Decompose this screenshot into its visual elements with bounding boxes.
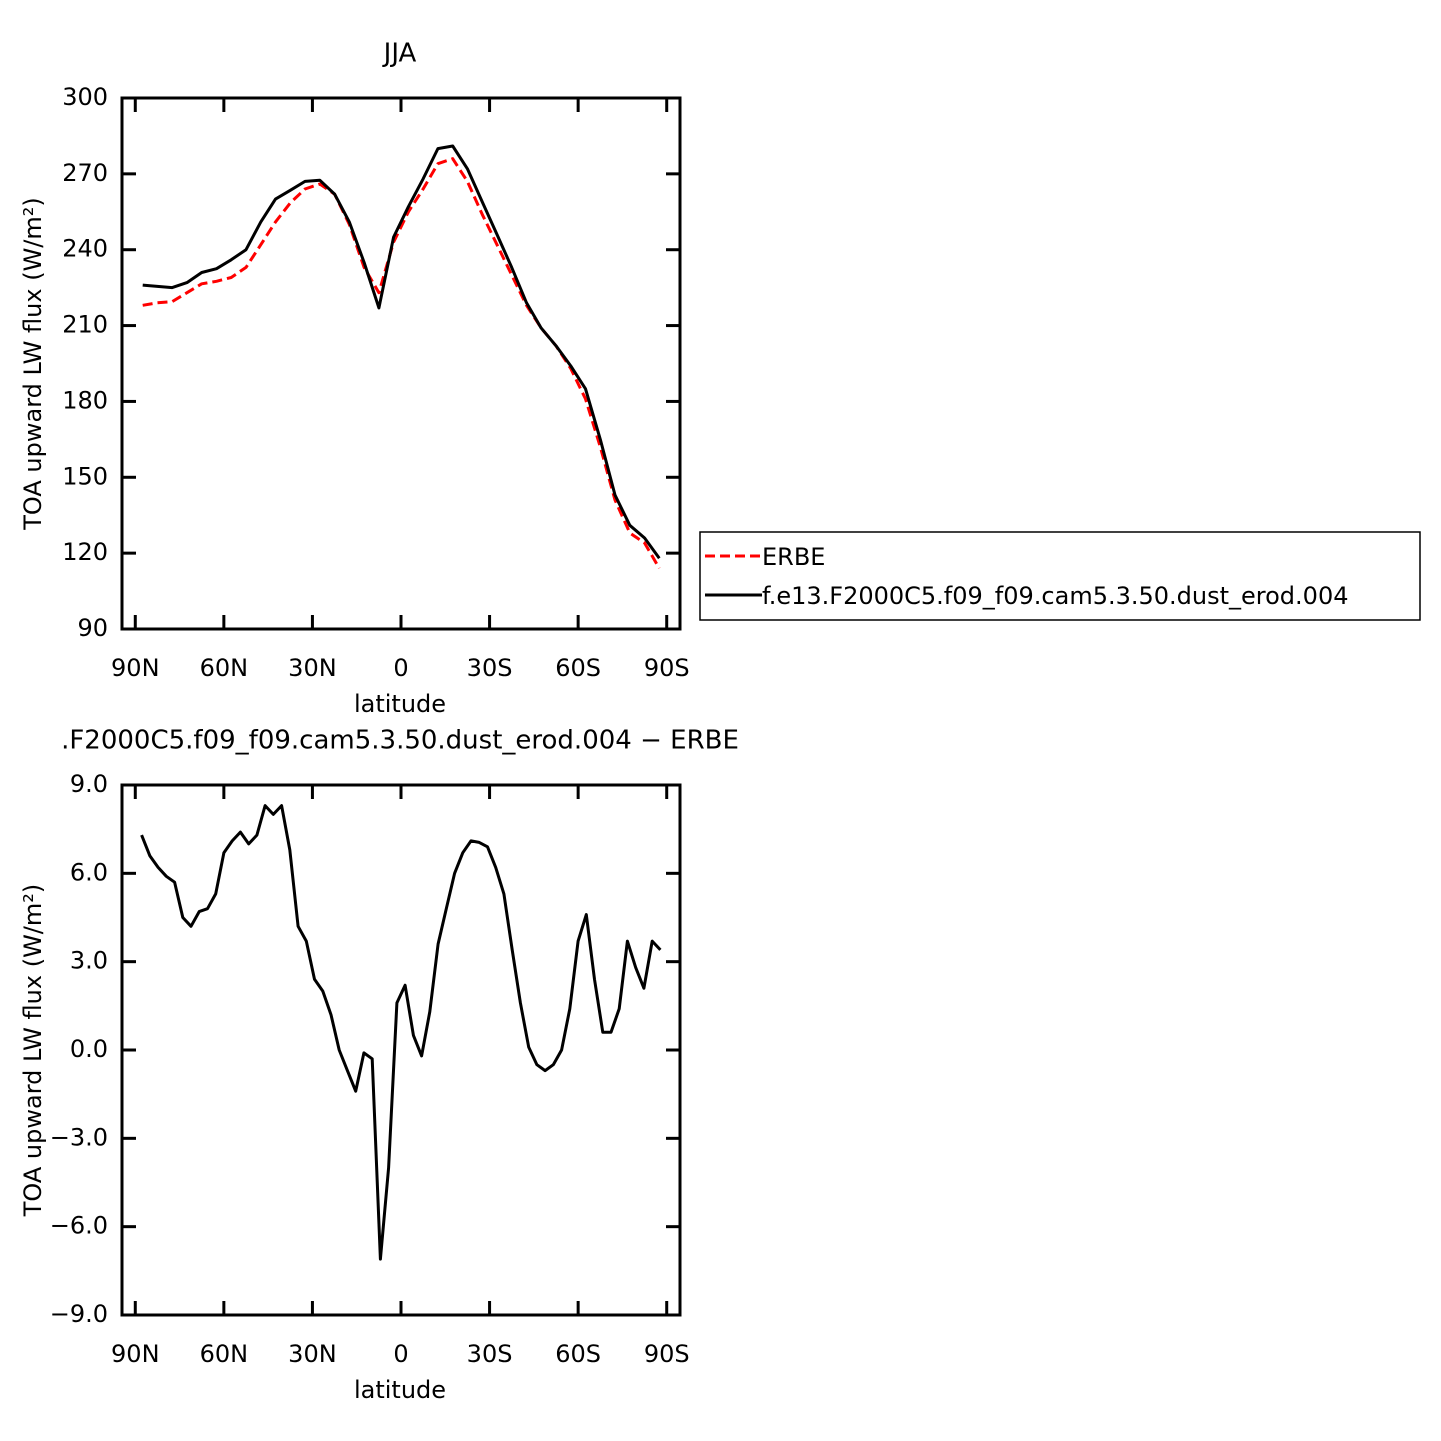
- y-tick-label: −9.0: [50, 1300, 108, 1328]
- chart-title: JJA: [382, 39, 417, 69]
- y-tick-label: 120: [62, 538, 108, 566]
- y-axis-label: TOA upward LW flux (W/m²): [19, 197, 47, 531]
- y-tick-label: 90: [77, 614, 108, 642]
- y-tick-label: 300: [62, 83, 108, 111]
- x-tick-label: 90N: [111, 654, 160, 682]
- x-tick-label: 60N: [200, 1340, 249, 1368]
- x-tick-label: 60N: [200, 654, 249, 682]
- x-tick-label: 90S: [644, 1340, 690, 1368]
- x-tick-label: 90N: [111, 1340, 160, 1368]
- x-tick-label: 30N: [288, 1340, 337, 1368]
- legend-label: f.e13.F2000C5.f09_f09.cam5.3.50.dust_ero…: [762, 582, 1348, 610]
- legend-box: [699, 531, 1421, 621]
- data-line: [140, 804, 662, 1261]
- y-tick-label: 3.0: [70, 947, 108, 975]
- y-tick-label: 6.0: [70, 858, 108, 886]
- x-axis-label: latitude: [354, 690, 446, 718]
- y-tick-label: 150: [62, 462, 108, 490]
- chart-title: .F2000C5.f09_f09.cam5.3.50.dust_erod.004…: [61, 726, 739, 756]
- x-tick-label: 60S: [555, 654, 601, 682]
- x-tick-label: 30N: [288, 654, 337, 682]
- legend-label: ERBE: [762, 543, 825, 571]
- y-tick-label: 210: [62, 311, 108, 339]
- x-tick-label: 0: [393, 654, 408, 682]
- y-tick-label: −3.0: [50, 1123, 108, 1151]
- y-tick-label: 9.0: [70, 770, 108, 798]
- x-tick-label: 30S: [467, 1340, 513, 1368]
- x-tick-label: 60S: [555, 1340, 601, 1368]
- y-tick-label: 270: [62, 159, 108, 187]
- y-axis-label: TOA upward LW flux (W/m²): [19, 884, 47, 1218]
- x-tick-label: 0: [393, 1340, 408, 1368]
- x-tick-label: 90S: [644, 654, 690, 682]
- plot-frame: [120, 783, 682, 1317]
- data-line: [142, 144, 661, 560]
- x-axis-label: latitude: [354, 1376, 446, 1404]
- y-tick-label: 180: [62, 386, 108, 414]
- y-tick-label: 0.0: [70, 1035, 108, 1063]
- x-tick-label: 30S: [467, 654, 513, 682]
- y-tick-label: −6.0: [50, 1212, 108, 1240]
- plot-frame: [120, 96, 682, 631]
- data-line: [142, 157, 661, 570]
- y-tick-label: 240: [62, 235, 108, 263]
